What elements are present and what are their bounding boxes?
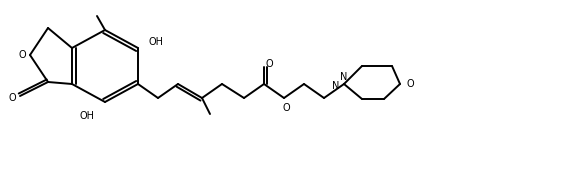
Text: OH: OH [148,37,164,47]
Text: O: O [282,103,290,113]
Text: O: O [18,50,26,60]
Text: O: O [406,79,414,89]
Text: N: N [332,81,340,91]
Text: O: O [8,93,16,103]
Text: OH: OH [80,111,95,121]
Text: O: O [265,59,273,69]
Text: N: N [340,72,347,82]
